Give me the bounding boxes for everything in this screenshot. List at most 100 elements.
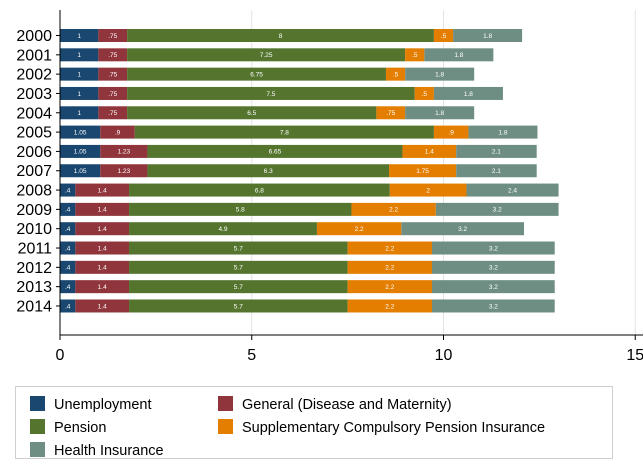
- bar-segment-2010-s4: [401, 222, 525, 236]
- data-label-2002-s4: 1.8: [435, 71, 444, 78]
- data-label-2007-s1: 1.23: [118, 168, 131, 175]
- bar-segment-2012-s2: [129, 260, 348, 274]
- bar-layer: 1.75 8.5 1.81.75 7.25.5 1.81.75 6.75.5 1.81.75…: [60, 29, 559, 313]
- data-label-2012-s2: 5.7: [234, 265, 243, 272]
- data-label-2005-s4: 1.8: [498, 129, 507, 136]
- bar-segment-2011-s0: [60, 241, 76, 255]
- bar-segment-2007-s2: [147, 164, 390, 178]
- bar-segment-2010-s0: [60, 222, 76, 236]
- bar-segment-2000-s0: [60, 29, 99, 42]
- data-label-2013-s2: 5.7: [234, 284, 243, 291]
- bar-segment-2002-s4: [405, 67, 475, 81]
- data-label-2007-s2: 6.3: [264, 168, 273, 175]
- data-label-2010-s4: 3.2: [458, 226, 467, 233]
- data-label-2009-s0: .4: [65, 207, 71, 214]
- bar-segment-2004-s1: [98, 106, 128, 120]
- x-tick-label-15: 15: [626, 347, 643, 364]
- data-label-2013-s3: 2.2: [385, 284, 394, 291]
- data-label-2003-s3: .5: [422, 91, 428, 98]
- data-label-2004-s3: .75: [386, 110, 395, 117]
- data-label-2014-s1: 1.4: [98, 303, 107, 310]
- bar-segment-2002-s3: [385, 67, 406, 81]
- bar-segment-2008-s0: [60, 183, 76, 197]
- data-label-2014-s3: 2.2: [385, 303, 394, 310]
- bar-segment-2006-s2: [147, 144, 403, 158]
- data-label-2007-s4: 2.1: [492, 168, 501, 175]
- data-label-2001-s2: 7.25: [260, 52, 273, 59]
- data-label-2008-s3: 2: [426, 187, 430, 194]
- x-tick-label-10: 10: [435, 347, 453, 364]
- bar-segment-2000-s1: [98, 29, 128, 42]
- data-label-2005-s0: 1.05: [74, 129, 87, 136]
- data-label-2008-s2: 6.8: [255, 187, 264, 194]
- bar-segment-2001-s2: [127, 48, 406, 62]
- bar-segment-2005-s0: [60, 125, 101, 139]
- data-label-2007-s3: 1.75: [416, 168, 429, 175]
- bar-segment-2003-s0: [60, 86, 99, 100]
- legend-swatch-3: [218, 419, 233, 434]
- bar-segment-2007-s3: [389, 164, 457, 178]
- bar-segment-2011-s2: [129, 241, 348, 255]
- bar-segment-2008-s2: [129, 183, 390, 197]
- bar-segment-2004-s4: [405, 106, 475, 120]
- data-label-2000-s0: 1: [77, 33, 81, 40]
- category-label-2011: 2011: [18, 241, 53, 258]
- data-label-2011-s3: 2.2: [385, 245, 394, 252]
- data-label-2013-s1: 1.4: [98, 284, 107, 291]
- bar-segment-2002-s0: [60, 67, 99, 81]
- bar-segment-2014-s1: [75, 299, 130, 313]
- bar-segment-2013-s1: [75, 280, 130, 294]
- data-label-2001-s3: .5: [412, 52, 418, 59]
- bar-segment-2010-s3: [316, 222, 402, 236]
- data-label-2010-s2: 4.9: [218, 226, 227, 233]
- data-label-2010-s0: .4: [65, 226, 71, 233]
- bar-segment-2012-s4: [431, 260, 555, 274]
- legend-label-1: General (Disease and Maternity): [242, 397, 452, 413]
- bar-segment-2012-s3: [347, 260, 432, 274]
- data-label-2000-s1: .75: [108, 33, 117, 40]
- data-label-2010-s1: 1.4: [98, 226, 107, 233]
- data-label-2000-s3: .5: [441, 33, 447, 40]
- bar-segment-2014-s0: [60, 299, 76, 313]
- category-label-2009: 2009: [16, 202, 52, 219]
- legend-label-4: Health Insurance: [54, 443, 164, 459]
- data-label-2011-s4: 3.2: [489, 245, 498, 252]
- bar-segment-2014-s3: [347, 299, 432, 313]
- data-label-2000-s2: 8: [279, 33, 283, 40]
- data-label-2006-s0: 1.05: [74, 149, 87, 156]
- data-label-2009-s4: 3.2: [493, 207, 502, 214]
- bar-segment-2004-s2: [127, 106, 377, 120]
- data-label-2012-s3: 2.2: [385, 265, 394, 272]
- data-label-2014-s4: 3.2: [489, 303, 498, 310]
- data-label-2009-s3: 2.2: [389, 207, 398, 214]
- bar-segment-2009-s3: [351, 202, 436, 216]
- data-label-2006-s3: 1.4: [425, 149, 434, 156]
- bar-segment-2010-s1: [75, 222, 130, 236]
- data-label-2008-s4: 2.4: [508, 187, 517, 194]
- bar-segment-2010-s2: [129, 222, 317, 236]
- x-tick-label-0: 0: [56, 347, 65, 364]
- bar-segment-2013-s0: [60, 280, 76, 294]
- bar-segment-2006-s3: [402, 144, 457, 158]
- legend-box: [15, 386, 613, 459]
- legend-label-0: Unemployment: [54, 397, 152, 413]
- data-label-2013-s0: .4: [65, 284, 71, 291]
- bar-segment-2013-s2: [129, 280, 348, 294]
- data-label-2005-s2: 7.8: [280, 129, 289, 136]
- data-label-2003-s4: 1.8: [464, 91, 473, 98]
- legend-swatch-4: [30, 442, 45, 457]
- data-label-2006-s1: 1.23: [118, 149, 131, 156]
- legend-swatch-1: [218, 396, 233, 411]
- data-label-2008-s1: 1.4: [98, 187, 107, 194]
- bar-segment-2009-s2: [129, 202, 352, 216]
- data-label-2012-s1: 1.4: [98, 265, 107, 272]
- data-label-2001-s1: .75: [108, 52, 117, 59]
- bar-segment-2003-s2: [127, 86, 415, 100]
- data-label-2012-s0: .4: [65, 265, 71, 272]
- bar-segment-2005-s3: [433, 125, 469, 139]
- data-label-2004-s4: 1.8: [435, 110, 444, 117]
- bar-segment-2007-s4: [456, 164, 537, 178]
- category-label-2000: 2000: [16, 28, 52, 45]
- bar-segment-2013-s3: [347, 280, 432, 294]
- data-label-2002-s0: 1: [77, 71, 81, 78]
